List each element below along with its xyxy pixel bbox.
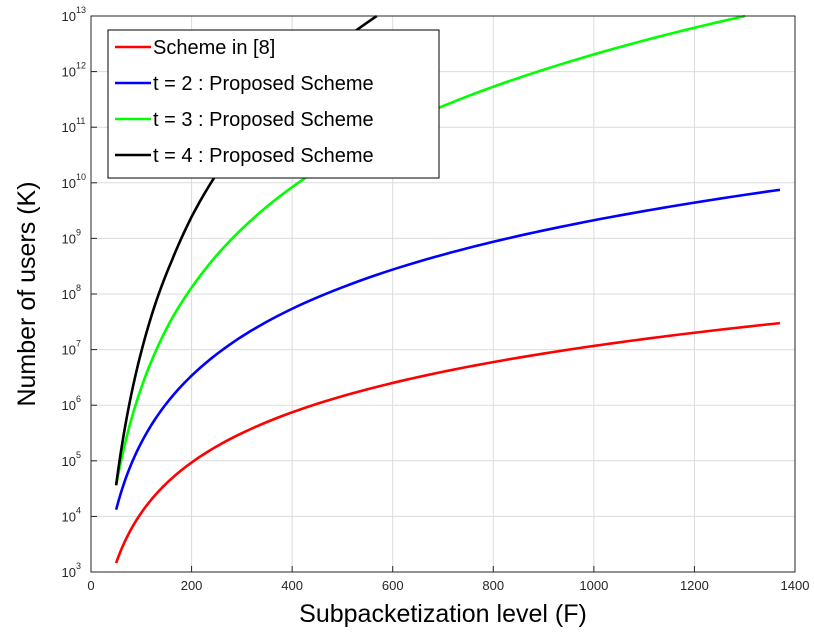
x-tick-label: 400 xyxy=(281,578,303,593)
x-tick-label: 800 xyxy=(482,578,504,593)
y-tick-label: 10 xyxy=(62,509,76,524)
y-tick-exponent: 10 xyxy=(76,172,86,182)
x-tick-label: 1400 xyxy=(781,578,810,593)
x-tick-label: 1200 xyxy=(680,578,709,593)
y-tick-exponent: 4 xyxy=(76,505,81,515)
y-tick-exponent: 12 xyxy=(76,61,86,71)
y-tick-exponent: 8 xyxy=(76,283,81,293)
series-line xyxy=(114,321,781,564)
x-tick-label: 0 xyxy=(87,578,94,593)
y-tick-label: 10 xyxy=(62,176,76,191)
series-line xyxy=(114,188,781,511)
y-tick-exponent: 9 xyxy=(76,227,81,237)
y-tick-exponent: 5 xyxy=(76,450,81,460)
y-tick-exponent: 13 xyxy=(76,5,86,15)
y-tick-exponent: 7 xyxy=(76,339,81,349)
y-tick-label: 10 xyxy=(62,454,76,469)
y-tick-label: 10 xyxy=(62,565,76,580)
x-tick-label: 1000 xyxy=(579,578,608,593)
y-tick-label: 10 xyxy=(62,287,76,302)
x-tick-label: 600 xyxy=(382,578,404,593)
legend-label: t = 4 : Proposed Scheme xyxy=(153,145,374,167)
y-tick-label: 10 xyxy=(62,231,76,246)
legend-label: Scheme in [8] xyxy=(153,37,275,59)
y-tick-label: 10 xyxy=(62,398,76,413)
y-tick-exponent: 6 xyxy=(76,394,81,404)
y-tick-label: 10 xyxy=(62,343,76,358)
y-tick-label: 10 xyxy=(62,9,76,24)
y-tick-exponent: 11 xyxy=(76,116,85,126)
y-tick-label: 10 xyxy=(62,65,76,80)
series-line xyxy=(114,14,747,486)
x-tick-label: 200 xyxy=(181,578,203,593)
legend-box xyxy=(107,29,440,179)
series-layer xyxy=(114,14,781,564)
y-tick-exponent: 3 xyxy=(76,561,81,571)
legend-label: t = 3 : Proposed Scheme xyxy=(153,109,374,131)
x-axis-title: Subpacketization level (F) xyxy=(299,600,587,628)
legend-items: Scheme in [8] t = 2 : Proposed Scheme t = … xyxy=(115,37,374,167)
legend: Scheme in [8] t = 2 : Proposed Scheme t = … xyxy=(107,29,440,179)
y-axis-title: Number of users (K) xyxy=(13,181,41,406)
legend-label: t = 2 : Proposed Scheme xyxy=(153,73,374,95)
y-tick-label: 10 xyxy=(62,120,76,135)
x-axis-ticks: 0 200 400 600 800 1000 1200 1400 xyxy=(87,566,809,593)
